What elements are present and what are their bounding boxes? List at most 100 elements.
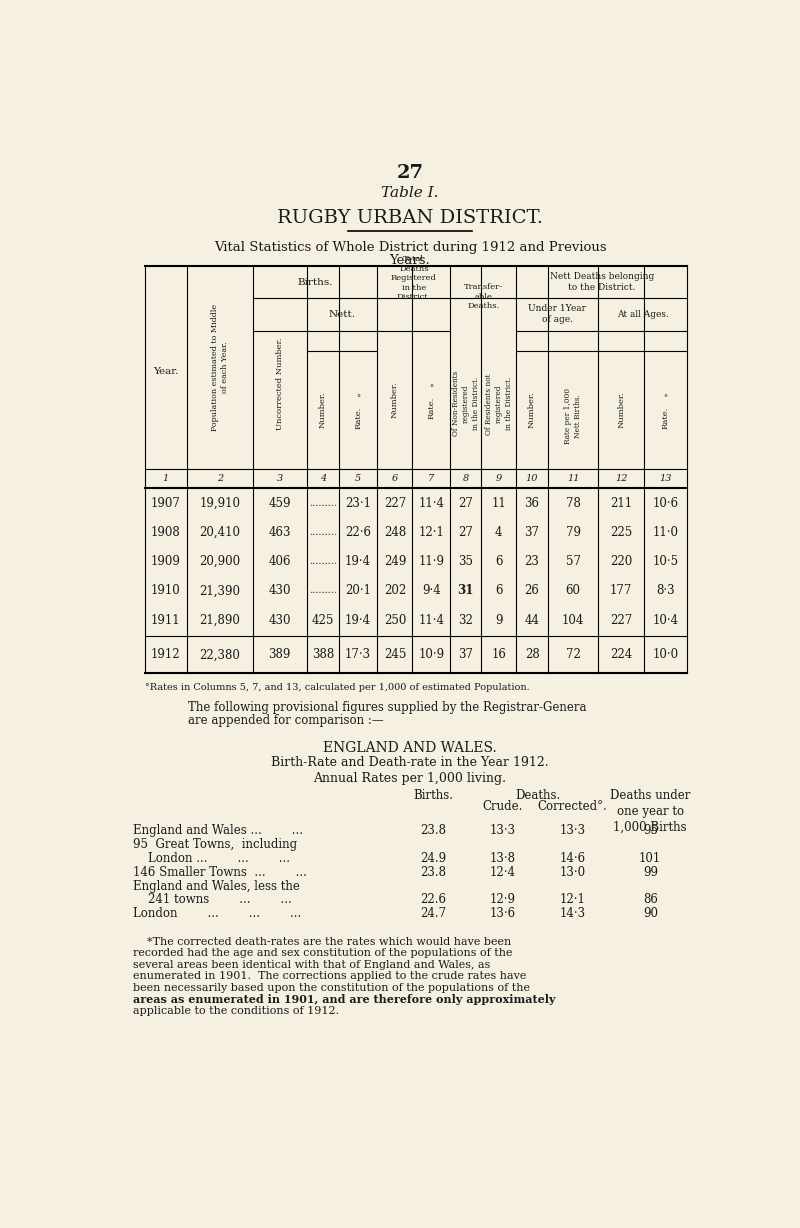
Text: 10·0: 10·0: [653, 648, 679, 662]
Text: 104: 104: [562, 614, 584, 626]
Text: 13·6: 13·6: [490, 907, 516, 920]
Text: 11: 11: [491, 496, 506, 510]
Text: 23.8: 23.8: [420, 866, 446, 879]
Text: Number.: Number.: [617, 392, 625, 429]
Text: .........: .........: [309, 558, 337, 566]
Text: 95: 95: [642, 824, 658, 837]
Text: 9·4: 9·4: [422, 585, 441, 597]
Text: 72: 72: [566, 648, 581, 662]
Text: .........: .........: [309, 499, 337, 507]
Text: 10·5: 10·5: [653, 555, 679, 569]
Text: 241 towns        ...        ...: 241 towns ... ...: [133, 894, 291, 906]
Text: .........: .........: [309, 499, 337, 507]
Text: .........: .........: [309, 558, 337, 566]
Text: 224: 224: [610, 648, 632, 662]
Text: 13: 13: [659, 474, 672, 484]
Text: Nett Deaths belonging
to the District.: Nett Deaths belonging to the District.: [550, 273, 654, 292]
Text: Table I.: Table I.: [382, 185, 438, 200]
Text: .........: .........: [309, 587, 337, 596]
Text: 463: 463: [269, 526, 291, 539]
Text: 1907: 1907: [151, 496, 181, 510]
Text: 26: 26: [525, 585, 539, 597]
Text: Deaths under
one year to
1,000 Births: Deaths under one year to 1,000 Births: [610, 788, 690, 834]
Text: 406: 406: [269, 555, 291, 569]
Text: 5: 5: [355, 474, 362, 484]
Text: Annual Rates per 1,000 living.: Annual Rates per 1,000 living.: [314, 772, 506, 785]
Text: 36: 36: [525, 496, 539, 510]
Text: 79: 79: [566, 526, 581, 539]
Text: 22,380: 22,380: [199, 648, 240, 662]
Text: 10: 10: [526, 474, 538, 484]
Text: several areas been identical with that of England and Wales, as: several areas been identical with that o…: [133, 960, 490, 970]
Text: 1911: 1911: [151, 614, 181, 626]
Text: 10·9: 10·9: [418, 648, 444, 662]
Text: 3: 3: [277, 474, 283, 484]
Text: 249: 249: [384, 555, 406, 569]
Text: Total
Deaths
Registered
in the
District.: Total Deaths Registered in the District.: [391, 255, 437, 301]
Text: 20·1: 20·1: [345, 585, 371, 597]
Text: 146 Smaller Towns  ...        ...: 146 Smaller Towns ... ...: [133, 866, 306, 879]
Text: 14·3: 14·3: [560, 907, 586, 920]
Text: 430: 430: [269, 585, 291, 597]
Text: Transfer-
able
Deaths.: Transfer- able Deaths.: [464, 284, 502, 311]
Text: 60: 60: [566, 585, 581, 597]
Text: 1: 1: [162, 474, 169, 484]
Text: *The corrected death-rates are the rates which would have been: *The corrected death-rates are the rates…: [133, 937, 511, 947]
Text: .........: .........: [309, 528, 337, 537]
Text: 57: 57: [566, 555, 581, 569]
Text: 21,390: 21,390: [199, 585, 240, 597]
Text: 31: 31: [458, 585, 474, 597]
Text: 27: 27: [458, 526, 474, 539]
Text: 4: 4: [320, 474, 326, 484]
Text: 225: 225: [610, 526, 632, 539]
Text: 9: 9: [496, 474, 502, 484]
Text: 19·4: 19·4: [345, 555, 371, 569]
Text: 11: 11: [567, 474, 579, 484]
Text: 245: 245: [384, 648, 406, 662]
Text: 13·3: 13·3: [560, 824, 586, 837]
Text: London ...        ...        ...: London ... ... ...: [133, 852, 290, 865]
Text: 13·0: 13·0: [560, 866, 586, 879]
Text: 1912: 1912: [151, 648, 181, 662]
Text: Under 1Year
of age.: Under 1Year of age.: [528, 305, 586, 324]
Text: 10·6: 10·6: [653, 496, 679, 510]
Text: 90: 90: [642, 907, 658, 920]
Text: areas as enumerated in 1901, and are therefore only approximately: areas as enumerated in 1901, and are the…: [133, 995, 555, 1006]
Text: 459: 459: [269, 496, 291, 510]
Text: 23.8: 23.8: [420, 824, 446, 837]
Text: 227: 227: [384, 496, 406, 510]
Text: 78: 78: [566, 496, 581, 510]
Text: 2: 2: [217, 474, 223, 484]
Text: 6: 6: [495, 585, 502, 597]
Text: RUGBY URBAN DISTRICT.: RUGBY URBAN DISTRICT.: [277, 209, 543, 227]
Text: 99: 99: [642, 866, 658, 879]
Text: 23·1: 23·1: [345, 496, 371, 510]
Text: 11·9: 11·9: [418, 555, 444, 569]
Text: 11·0: 11·0: [653, 526, 678, 539]
Text: 12: 12: [615, 474, 627, 484]
Text: 10·4: 10·4: [653, 614, 679, 626]
Text: Of Residents not
registered
in the District.: Of Residents not registered in the Distr…: [485, 373, 513, 435]
Text: Years.: Years.: [390, 254, 430, 266]
Text: 1908: 1908: [151, 526, 181, 539]
Text: ENGLAND AND WALES.: ENGLAND AND WALES.: [323, 740, 497, 755]
Text: Crude.: Crude.: [483, 799, 523, 813]
Text: 19·4: 19·4: [345, 614, 371, 626]
Text: England and Wales ...        ...: England and Wales ... ...: [133, 824, 302, 837]
Text: 4: 4: [495, 526, 502, 539]
Text: 6: 6: [495, 555, 502, 569]
Text: Year.: Year.: [153, 367, 178, 376]
Text: 95  Great Towns,  including: 95 Great Towns, including: [133, 837, 297, 851]
Text: Number.: Number.: [319, 392, 327, 429]
Text: 12·1: 12·1: [560, 894, 586, 906]
Text: Rate per 1,000
Nett Births.: Rate per 1,000 Nett Births.: [564, 388, 582, 445]
Text: 20,900: 20,900: [199, 555, 240, 569]
Text: 388: 388: [312, 648, 334, 662]
Text: 1910: 1910: [151, 585, 181, 597]
Text: 14·6: 14·6: [560, 852, 586, 865]
Text: 11·4: 11·4: [418, 614, 444, 626]
Text: 44: 44: [525, 614, 539, 626]
Text: are appended for comparison :—: are appended for comparison :—: [187, 713, 383, 727]
Text: 220: 220: [610, 555, 632, 569]
Text: 177: 177: [610, 585, 632, 597]
